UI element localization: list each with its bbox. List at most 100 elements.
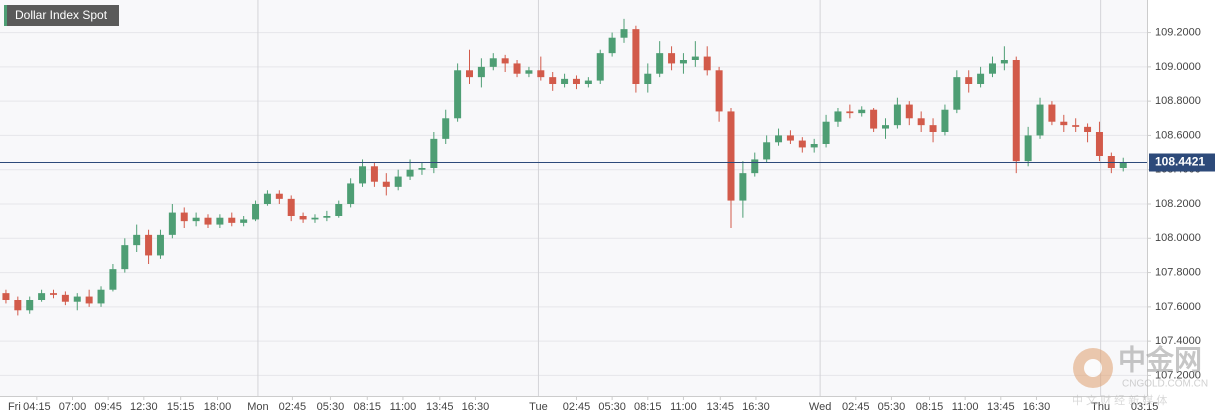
candle-body [1012,60,1020,162]
candle-body [953,77,961,110]
current-price-tag [1149,153,1215,172]
x-tick-label: 02:45 [563,401,591,413]
candle-body [703,56,711,71]
x-tick-label: 16:30 [742,401,770,413]
candle-body [275,193,283,199]
candle-body [656,53,664,74]
candle-body [454,70,462,119]
candle-body [287,198,295,216]
candle-body [1095,132,1103,156]
candle-body [1024,135,1032,162]
candle-body [1048,104,1056,122]
y-tick-label: 109.0000 [1155,61,1201,73]
candle-body [1060,121,1068,126]
x-tick-label: 11:00 [390,401,417,413]
candle-body [727,111,735,201]
candle-body [929,125,937,132]
candle-body [406,169,414,177]
candle-body [786,135,794,141]
candle-body [192,217,200,222]
watermark-slogan: 中 文 财 经 新 媒 体 [1072,393,1167,407]
legend-title: Dollar Index Spot [15,8,108,22]
y-tick-label: 107.8000 [1155,266,1201,278]
x-tick-label: 08:15 [354,401,382,413]
x-tick-label: 12:30 [130,401,158,413]
y-tick-label: 108.8000 [1155,95,1201,107]
candle-body [1119,162,1127,168]
candle-body [893,104,901,126]
candle-body [882,125,890,129]
x-tick-label: 13:45 [987,401,1015,413]
candle-body [477,66,485,78]
candle-body [465,70,473,78]
axes: 107.2000 107.4000 107.6000 107.8000 108.0000… [8,26,1215,413]
candle-body [38,293,46,300]
candle-body [489,58,497,67]
candle-body [299,216,307,220]
candle-body [97,289,105,304]
candle-body [1072,125,1080,127]
x-tick-label: 04:15 [23,401,51,413]
x-day-label: Fri [8,401,21,413]
x-day-label: Tue [529,401,548,413]
x-day-label: Wed [809,401,831,413]
y-tick-label: 108.6000 [1155,129,1201,141]
x-tick-label: 09:45 [94,401,122,413]
x-tick-label: 02:45 [279,401,307,413]
candle-body [775,135,783,143]
candle-body [61,294,69,302]
candle-body [14,300,22,311]
x-day-label: Mon [247,401,268,413]
candle-body [26,300,34,311]
y-tick-label: 108.0000 [1155,232,1201,244]
candle-body [442,118,450,139]
y-tick-label: 109.2000 [1155,26,1201,38]
candle-body [870,109,878,129]
candle-body [109,269,117,290]
candle-body [977,73,985,84]
y-tick-label: 107.4000 [1155,335,1201,347]
candle-body [549,77,557,84]
candle-body [156,234,164,256]
candle-body [572,78,580,84]
candle-body [988,63,996,74]
candle-body [121,245,129,270]
candle-body [620,29,628,38]
candle-body [180,212,188,222]
candle-body [252,204,260,220]
legend-swatch [4,5,7,26]
candle-body [430,138,438,168]
watermark: 中金网 CNGOLD.COM.CN 中 文 财 经 新 媒 体 [1072,343,1208,407]
candle-body [347,183,355,204]
y-tick-label: 108.2000 [1155,198,1201,210]
x-tick-label: 05:30 [598,401,626,413]
x-tick-label: 11:00 [952,401,979,413]
candle-body [537,70,545,78]
candle-body [608,37,616,54]
x-tick-label: 08:15 [916,401,944,413]
candle-body [632,29,640,84]
candle-body [204,217,212,225]
x-day-label: Thu [1091,401,1110,413]
candle-body [1084,126,1092,132]
x-tick-label: 13:45 [426,401,454,413]
candle-body [49,293,57,295]
candle-body [965,77,973,84]
candle-body [596,53,604,81]
candle-body [240,219,248,223]
candle-body [739,173,747,201]
candle-body [798,140,806,148]
x-tick-label: 03:15 [1131,401,1159,413]
x-tick-label: 05:30 [878,401,906,413]
x-tick-label: 07:00 [59,401,87,413]
x-tick-label: 16:30 [1023,401,1051,413]
candle-body [73,296,81,302]
watermark-brand: 中金网 [1118,343,1202,375]
candle-body [216,217,224,225]
x-tick-label: 02:45 [842,401,870,413]
candle-body [834,111,842,122]
candle-body [1036,104,1044,136]
current-price-label: 108.4421 [1155,155,1205,169]
candle-body [644,73,652,84]
